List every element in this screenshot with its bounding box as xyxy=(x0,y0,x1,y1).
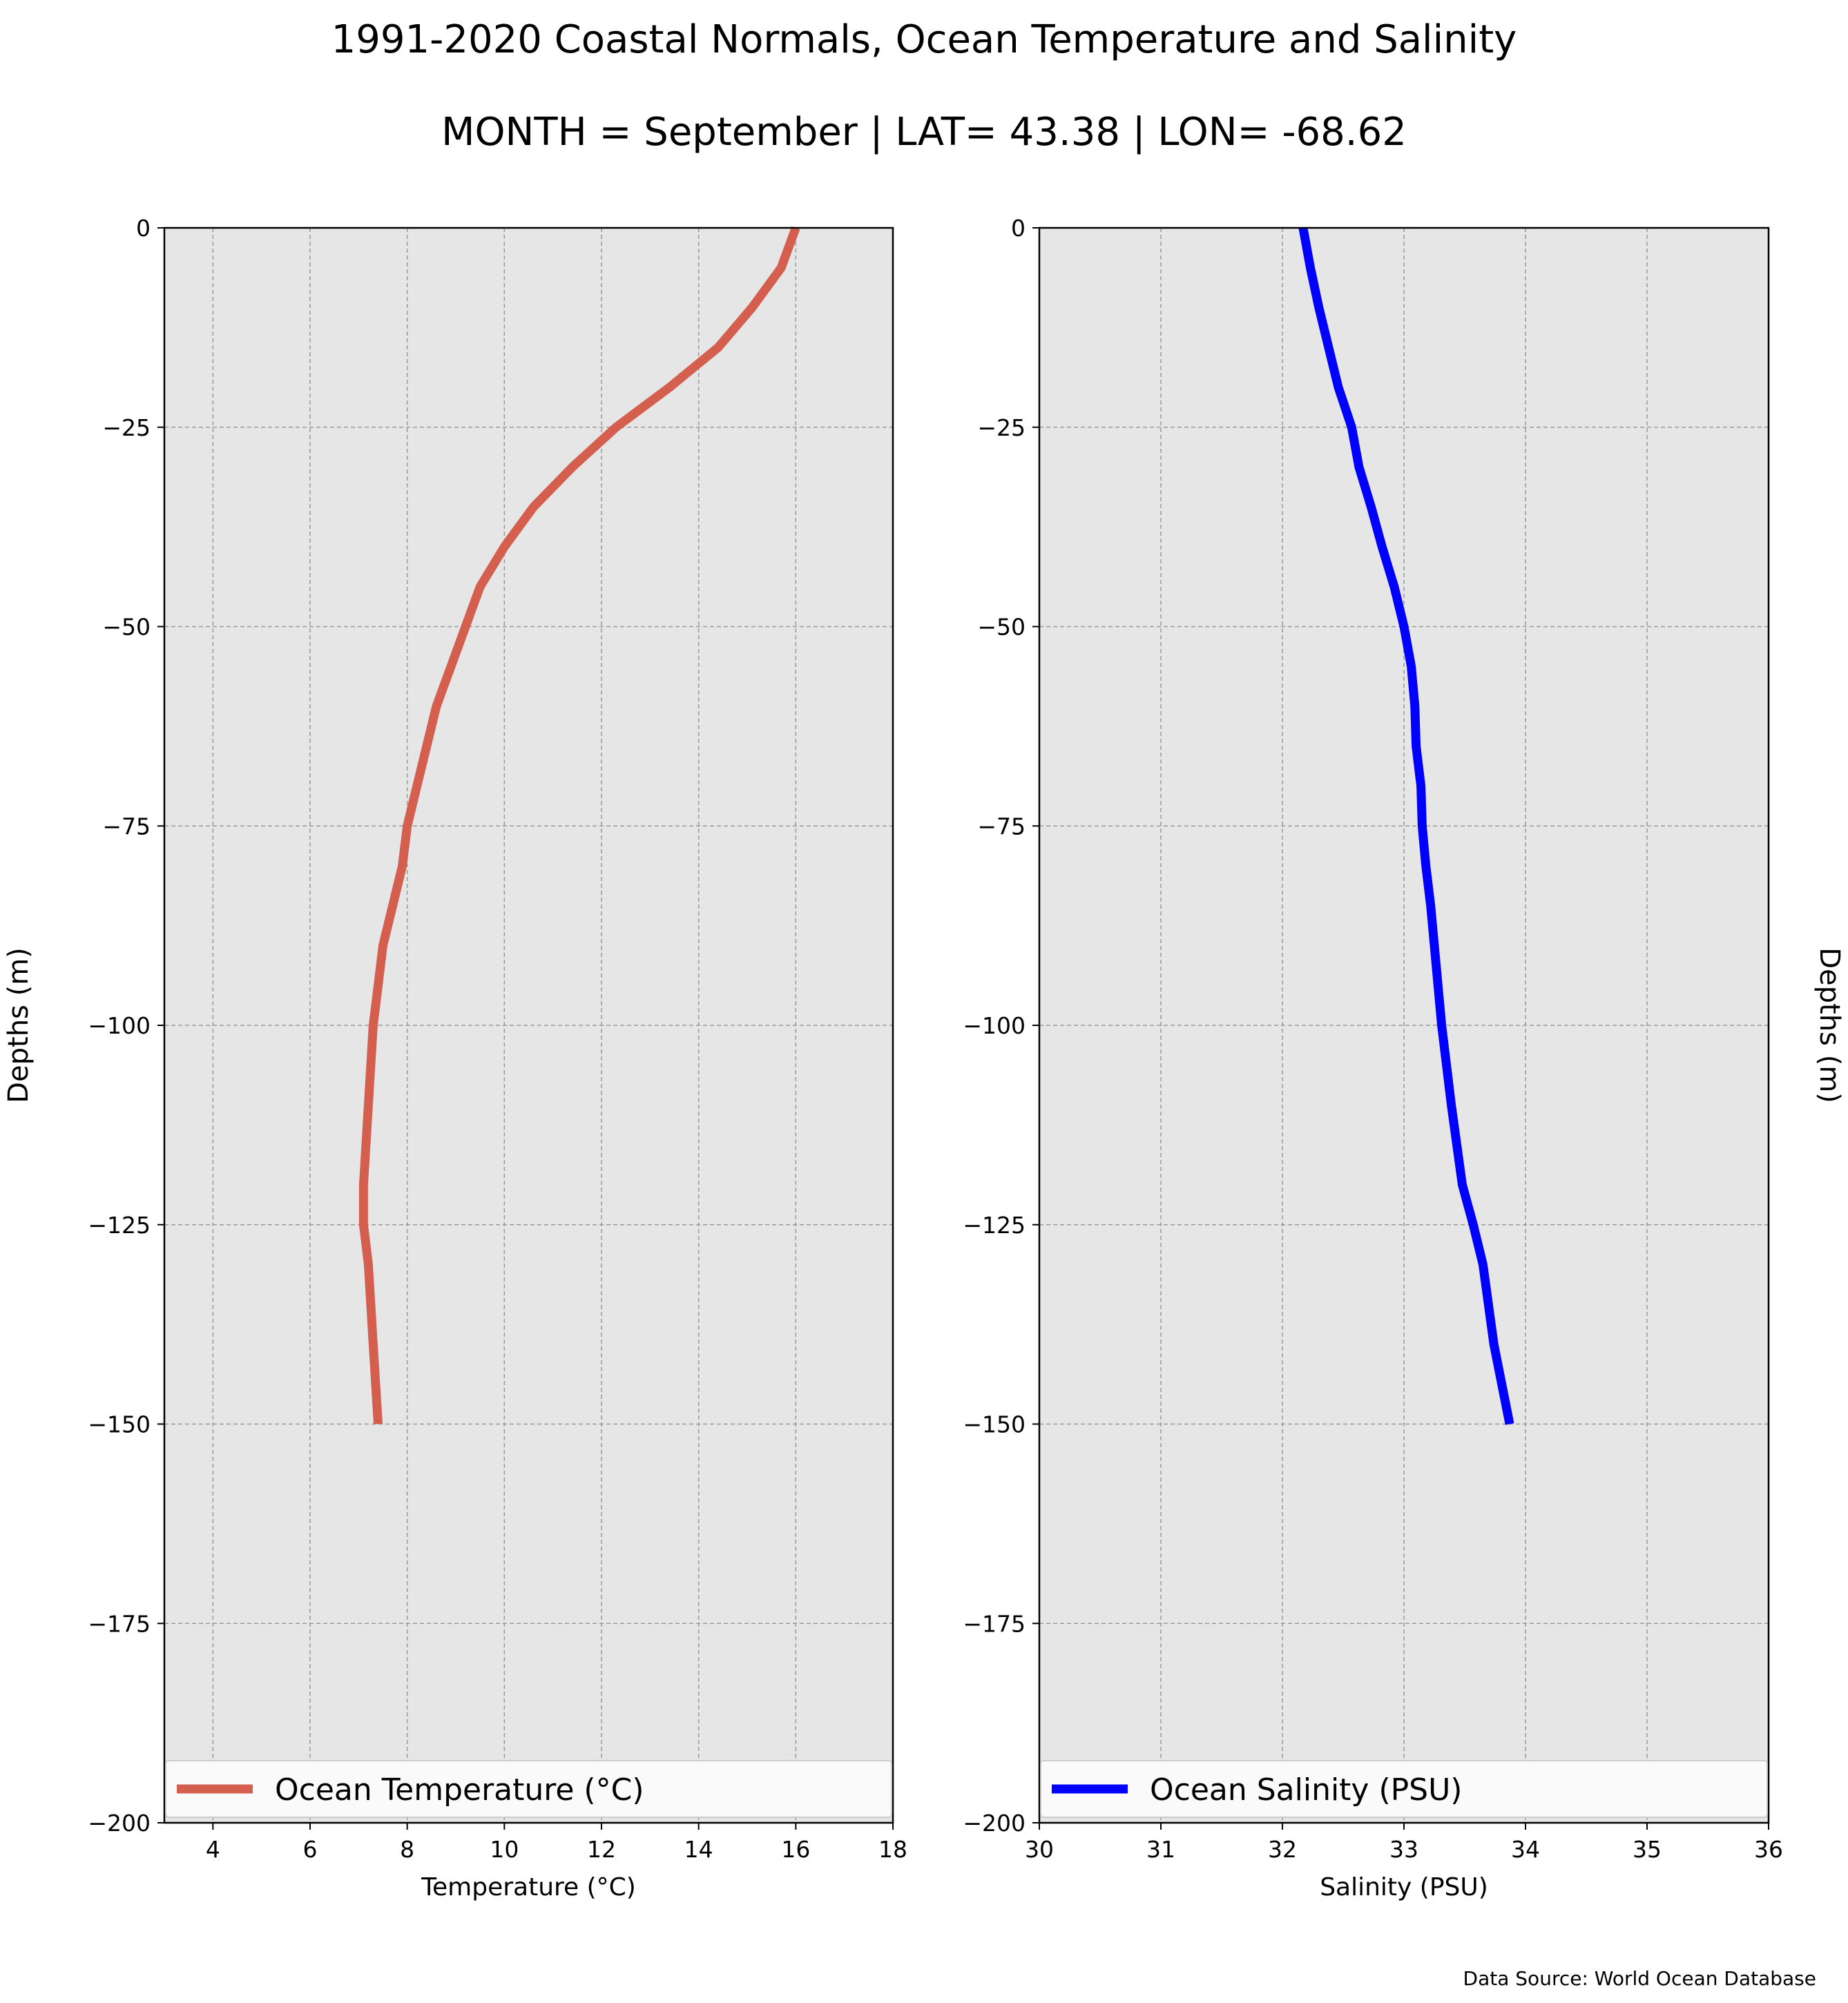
y-tick-label: 0 xyxy=(136,215,151,242)
y-tick-label: −25 xyxy=(102,414,151,441)
series-line xyxy=(358,226,800,1424)
x-tick-label: 32 xyxy=(1268,1836,1297,1863)
legend-label: Ocean Temperature (°C) xyxy=(275,1772,644,1808)
y-tick-label: −175 xyxy=(88,1610,151,1637)
y-tick-label: −200 xyxy=(963,1810,1026,1837)
y-axis-label: Depths (m) xyxy=(1813,947,1845,1103)
x-tick-label: 30 xyxy=(1025,1836,1054,1863)
y-tick-label: −125 xyxy=(88,1212,151,1239)
legend-box xyxy=(1040,1760,1768,1818)
x-tick-label: 12 xyxy=(587,1836,616,1863)
x-tick-label: 6 xyxy=(303,1836,318,1863)
y-tick-label: −200 xyxy=(88,1810,151,1837)
y-tick-label: −100 xyxy=(963,1012,1026,1039)
temperature-panel: 4 6 8 10 12 14 16 18 0 −25 −50 −75 −100 −125 −150 −175 −… xyxy=(3,215,907,1902)
x-tick-label: 33 xyxy=(1389,1836,1418,1863)
y-tick-label: 0 xyxy=(1011,215,1026,242)
legend-label: Ocean Salinity (PSU) xyxy=(1150,1772,1462,1808)
x-axis-label: Temperature (°C) xyxy=(421,1873,636,1902)
salinity-panel: 30 31 32 33 34 35 36 0 −25 −50 −75 −100 −125 −150 −175… xyxy=(963,215,1845,1902)
x-tick-label: 36 xyxy=(1754,1836,1783,1863)
plot-background xyxy=(164,228,893,1823)
y-tick-label: −175 xyxy=(963,1610,1026,1637)
x-tick-label: 8 xyxy=(400,1836,414,1863)
x-tick-label: 10 xyxy=(490,1836,519,1863)
y-tick-label: −75 xyxy=(102,813,151,840)
y-tick-label: −125 xyxy=(963,1212,1026,1239)
y-tick-label: −50 xyxy=(102,614,151,641)
series-line xyxy=(1298,226,1514,1425)
x-tick-label: 16 xyxy=(781,1836,810,1863)
x-axis-label: Salinity (PSU) xyxy=(1320,1873,1488,1902)
y-tick-label: −75 xyxy=(977,813,1026,840)
data-source-note: Data Source: World Ocean Database xyxy=(1463,1967,1816,1990)
y-tick-label: −150 xyxy=(88,1411,151,1438)
y-tick-label: −100 xyxy=(88,1012,151,1039)
x-tick-label: 34 xyxy=(1511,1836,1540,1863)
x-tick-label: 4 xyxy=(206,1836,220,1863)
chart-subtitle: MONTH = September | LAT= 43.38 | LON= -6… xyxy=(441,110,1407,155)
chart-title: 1991-2020 Coastal Normals, Ocean Tempera… xyxy=(331,17,1517,62)
x-tick-label: 18 xyxy=(878,1836,907,1863)
y-tick-label: −25 xyxy=(977,414,1026,441)
x-tick-label: 31 xyxy=(1146,1836,1175,1863)
legend-box xyxy=(165,1760,892,1818)
x-tick-label: 14 xyxy=(684,1836,713,1863)
y-tick-label: −150 xyxy=(963,1411,1026,1438)
y-axis-label: Depths (m) xyxy=(3,947,35,1103)
x-tick-label: 35 xyxy=(1633,1836,1662,1863)
y-tick-label: −50 xyxy=(977,614,1026,641)
